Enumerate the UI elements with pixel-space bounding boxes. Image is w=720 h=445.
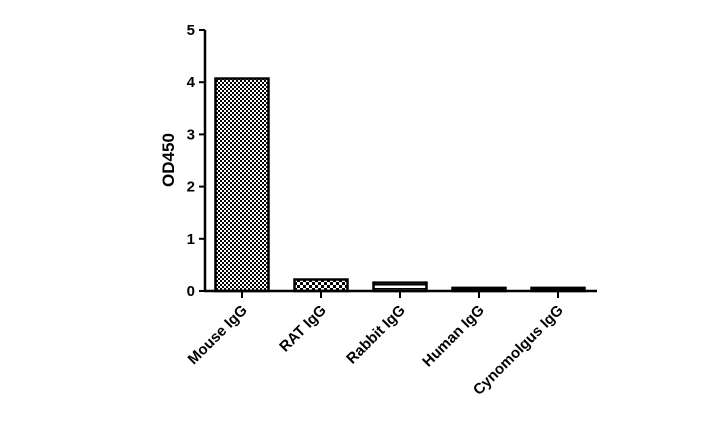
y-tick-label-3: 3 bbox=[187, 126, 195, 143]
x-tick-label-rat-igg: RAT IgG bbox=[276, 302, 330, 356]
y-axis-label: OD450 bbox=[159, 133, 178, 187]
y-tick-label-4: 4 bbox=[187, 74, 196, 91]
x-tick-label-rabbit-igg: Rabbit IgG bbox=[343, 302, 409, 368]
x-tick-label-human-igg: Human IgG bbox=[419, 302, 488, 371]
x-tick-label-mouse-igg: Mouse IgG bbox=[185, 302, 251, 368]
y-tick-label-5: 5 bbox=[187, 22, 195, 39]
y-tick-label-1: 1 bbox=[187, 231, 195, 248]
plot-area: 0 1 2 3 4 5 Mouse IgG RAT IgG Rabbit IgG Human Ig… bbox=[185, 22, 597, 399]
bar-rat-igg bbox=[293, 278, 349, 293]
bar-rabbit-igg bbox=[372, 281, 428, 293]
bar-mouse-igg bbox=[214, 77, 270, 293]
y-tick-label-2: 2 bbox=[187, 179, 195, 196]
y-tick-label-0: 0 bbox=[187, 283, 195, 300]
